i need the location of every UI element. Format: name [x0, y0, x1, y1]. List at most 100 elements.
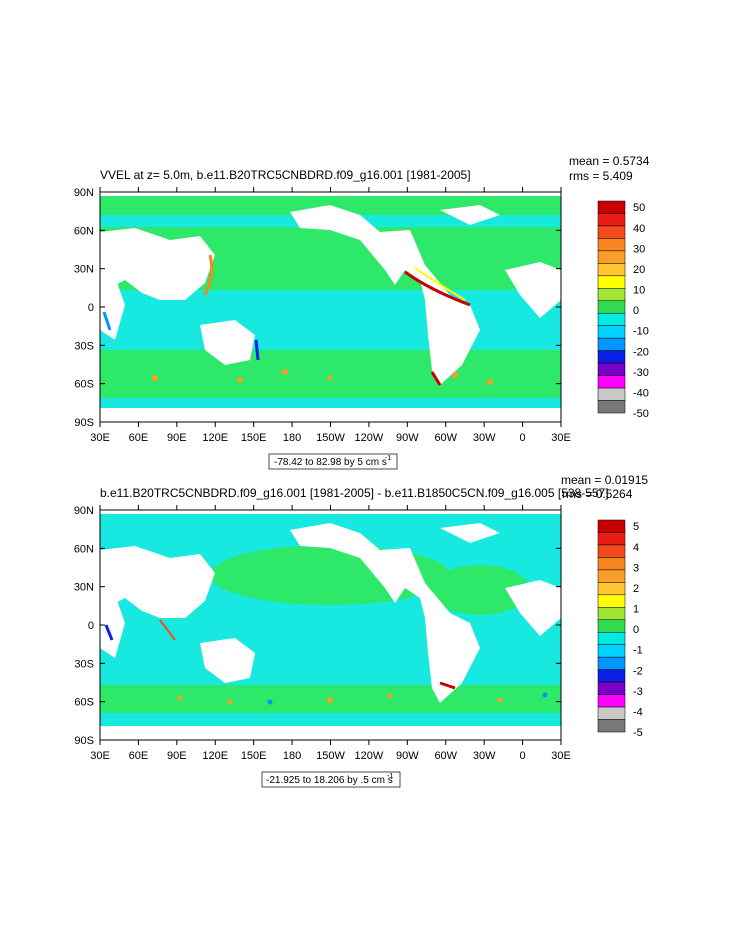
x-tick-label: 0 [520, 432, 526, 444]
colorbar-box [597, 719, 626, 733]
colorbar-label: -40 [633, 387, 649, 399]
colorbar-label: 1 [633, 604, 639, 616]
colorbar-box [597, 544, 626, 558]
panel-bottom-range-text: -21.925 to 18.206 by .5 cm s [266, 775, 393, 786]
y-tick-label: 0 [88, 620, 94, 632]
x-tick-label: 60E [129, 432, 149, 444]
x-tick-label: 0 [520, 750, 526, 762]
x-tick-label: 120W [355, 432, 384, 444]
panel-top-mean: mean = 0.5734 [569, 154, 650, 168]
x-tick-label: 180 [283, 432, 301, 444]
x-tick-label: 150W [316, 432, 345, 444]
panel-bottom-x-axis: 30E 60E 90E 120E 150E 180 150W 120W 90W 60W 30W 0 30… [90, 505, 571, 762]
x-tick-label: 90E [167, 432, 187, 444]
colorbar-label: 0 [633, 624, 639, 636]
colorbar-box [597, 325, 626, 339]
colorbar-box [597, 706, 626, 720]
colorbar-box [597, 644, 626, 658]
x-tick-label: 30E [90, 750, 110, 762]
panel-bottom: b.e11.B20TRC5CNBDRD.f09_g16.001 [1981-20… [74, 473, 648, 788]
panel-top-range-note: -78.42 to 82.98 by 5 cm s -1 [268, 453, 398, 470]
panel-top-rms: rms = 5.409 [569, 169, 633, 183]
panel-bottom-map [99, 509, 562, 741]
panel-top-x-axis: 30E 60E 90E 120E 150E 180 150W 120W 90W 60W 30W 0 30… [90, 187, 571, 444]
colorbar-label: -50 [633, 408, 649, 420]
colorbar-box [597, 519, 626, 533]
y-tick-label: 60S [74, 697, 94, 709]
y-tick-label: 60N [74, 543, 94, 555]
colorbar-box [597, 557, 626, 571]
colorbar-label: 50 [633, 202, 645, 214]
colorbar-box [597, 263, 626, 277]
colorbar-box [597, 300, 626, 314]
colorbar-box [597, 238, 626, 252]
land-masses [100, 192, 561, 422]
colorbar-box [597, 250, 626, 264]
y-tick-label: 90S [74, 417, 94, 429]
panel-bottom-range-note: -21.925 to 18.206 by .5 cm s -1 [261, 771, 401, 788]
panel-top-range-text: -78.42 to 82.98 by 5 cm s [274, 457, 387, 468]
x-tick-label: 30W [473, 432, 496, 444]
x-tick-label: 120E [202, 432, 228, 444]
colorbar-label: -2 [633, 665, 643, 677]
x-tick-label: 60W [434, 750, 457, 762]
panel-bottom-mean: mean = 0.01915 [561, 473, 648, 487]
panel-bottom-y-axis: 90N 60N 30N 0 30S 60S 90S [74, 505, 561, 747]
colorbar-box [597, 594, 626, 608]
colorbar-box [597, 275, 626, 289]
colorbar-box [597, 200, 626, 214]
panel-top-map [99, 191, 562, 423]
colorbar-label: 0 [633, 305, 639, 317]
colorbar-box [597, 213, 626, 227]
x-tick-label: 90W [396, 432, 419, 444]
colorbar-box [597, 362, 626, 376]
colorbar-label: 40 [633, 223, 645, 235]
x-tick-label: 120E [202, 750, 228, 762]
colorbar-box [597, 312, 626, 326]
x-tick-label: 30E [90, 432, 110, 444]
colorbar-box [597, 532, 626, 546]
y-tick-label: 30N [74, 582, 94, 594]
y-tick-label: 90S [74, 735, 94, 747]
colorbar-label: 5 [633, 521, 639, 533]
colorbar-label: 4 [633, 542, 639, 554]
colorbar-label: 10 [633, 285, 645, 297]
x-tick-label: 30E [551, 432, 571, 444]
y-tick-label: 60S [74, 379, 94, 391]
y-tick-label: 90N [74, 187, 94, 199]
colorbar-label: 30 [633, 243, 645, 255]
colorbar-box [597, 288, 626, 302]
y-tick-label: 30N [74, 264, 94, 276]
panel-top-title: VVEL at z= 5.0m, b.e11.B20TRC5CNBDRD.f09… [100, 168, 471, 182]
colorbar-box [597, 582, 626, 596]
colorbar-box [597, 607, 626, 621]
panel-bottom-rms: rms = 0.5264 [562, 487, 633, 501]
y-tick-label: 60N [74, 225, 94, 237]
colorbar-box [597, 631, 626, 645]
x-tick-label: 150E [241, 432, 267, 444]
x-tick-label: 60W [434, 432, 457, 444]
panel-top-y-axis: 90N 60N 30N 0 30S 60S 90S [74, 187, 561, 429]
colorbar-label: 2 [633, 583, 639, 595]
land-masses [100, 510, 561, 740]
panel-bottom-title: b.e11.B20TRC5CNBDRD.f09_g16.001 [1981-20… [100, 486, 609, 500]
colorbar-box [597, 694, 626, 708]
panel-bottom-colorbar: 5 4 3 2 1 0 -1 -2 -3 -4 -5 [597, 519, 643, 739]
x-tick-label: 90W [396, 750, 419, 762]
x-tick-label: 30E [551, 750, 571, 762]
x-tick-label: 150W [316, 750, 345, 762]
colorbar-label: 20 [633, 264, 645, 276]
colorbar-label: -1 [633, 645, 643, 657]
colorbar-label: -20 [633, 346, 649, 358]
y-tick-label: 90N [74, 505, 94, 517]
x-tick-label: 60E [129, 750, 149, 762]
colorbar-box [597, 619, 626, 633]
y-tick-label: 0 [88, 302, 94, 314]
colorbar-box [597, 681, 626, 695]
x-tick-label: 120W [355, 750, 384, 762]
panel-top: VVEL at z= 5.0m, b.e11.B20TRC5CNBDRD.f09… [74, 154, 650, 470]
colorbar-box [597, 225, 626, 239]
y-tick-label: 30S [74, 658, 94, 670]
colorbar-box [597, 350, 626, 364]
